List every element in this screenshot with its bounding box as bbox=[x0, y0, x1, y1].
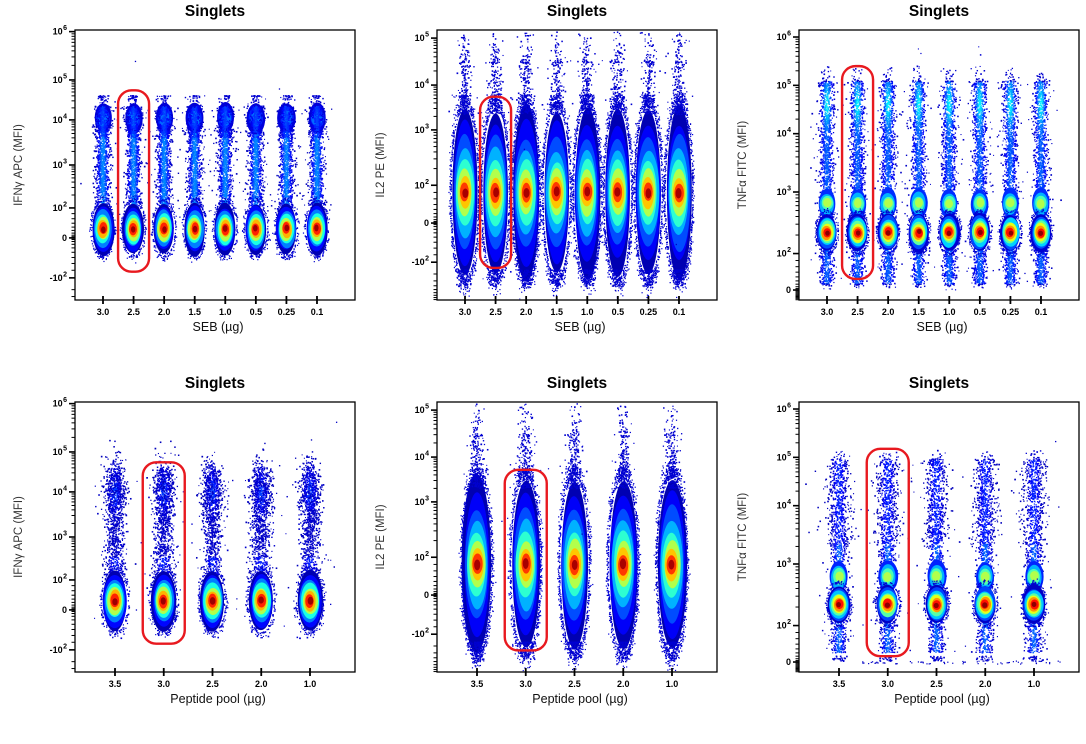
panel-bottom-middle: Singlets IL2 PE (MFI) Peptide pool (µg) bbox=[362, 372, 724, 744]
density-plot-canvas bbox=[362, 372, 724, 744]
panel-bottom-left: Singlets IFNγ APC (MFI) Peptide pool (µg… bbox=[0, 372, 362, 744]
panel-top-middle: Singlets IL2 PE (MFI) SEB (µg) bbox=[362, 0, 724, 372]
plot-title: Singlets bbox=[546, 375, 608, 392]
panel-top-left: Singlets IFNγ APC (MFI) SEB (µg) bbox=[0, 0, 362, 372]
density-plot-canvas bbox=[724, 372, 1086, 744]
x-axis-label: Peptide pool (µg) bbox=[170, 692, 266, 706]
x-axis-label: Peptide pool (µg) bbox=[894, 692, 990, 706]
x-axis-label: Peptide pool (µg) bbox=[532, 692, 628, 706]
x-axis-label: SEB (µg) bbox=[554, 320, 606, 334]
plot-title: Singlets bbox=[908, 3, 970, 20]
plot-title: Singlets bbox=[184, 3, 246, 20]
x-axis-label: SEB (µg) bbox=[916, 320, 968, 334]
plot-title: Singlets bbox=[184, 375, 246, 392]
panel-top-right: Singlets TNFα FITC (MFI) SEB (µg) bbox=[724, 0, 1086, 372]
x-axis-label: SEB (µg) bbox=[192, 320, 244, 334]
density-plot-canvas bbox=[0, 0, 362, 372]
panel-bottom-right: Singlets TNFα FITC (MFI) Peptide pool (µ… bbox=[724, 372, 1086, 744]
density-plot-canvas bbox=[362, 0, 724, 372]
density-plot-canvas bbox=[724, 0, 1086, 372]
plot-title: Singlets bbox=[546, 3, 608, 20]
density-plot-canvas bbox=[0, 372, 362, 744]
plot-title: Singlets bbox=[908, 375, 970, 392]
